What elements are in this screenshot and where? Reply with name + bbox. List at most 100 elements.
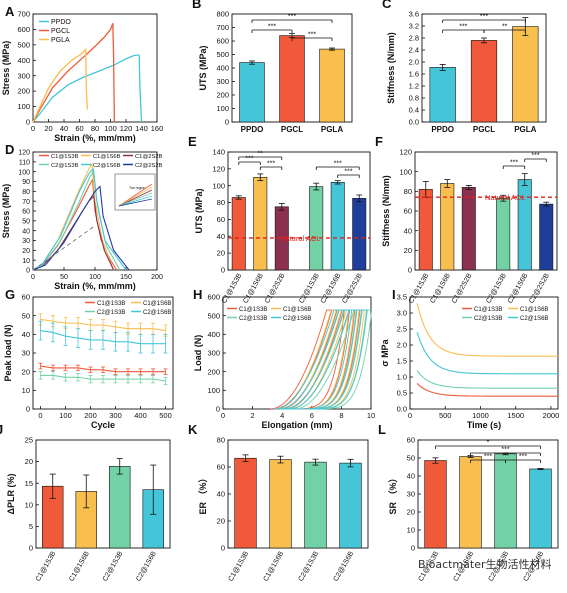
x-category-label: C1@1S3B <box>35 550 58 583</box>
x-category-label: C1@2S2B <box>264 272 287 305</box>
y-axis-label: UTS (MPa) <box>198 45 208 90</box>
x-category-label: C2@1S6B <box>333 550 356 583</box>
y-tick-label: 2.5 <box>397 325 407 334</box>
y-tick-label: 50 <box>22 218 30 225</box>
series-line-c2@1s6b <box>416 332 559 375</box>
x-category-label: PGLA <box>514 125 536 134</box>
bar <box>279 35 305 123</box>
x-tick-label: 1000 <box>472 411 489 420</box>
x-category-label: C1@1S6B <box>263 550 286 583</box>
bar <box>418 189 433 271</box>
y-tick-label: 600 <box>216 37 229 46</box>
bar <box>109 466 131 549</box>
y-tick-label: 600 <box>207 293 220 302</box>
x-category-label: PGLA <box>321 125 343 134</box>
y-tick-label: 0 <box>221 266 225 275</box>
y-tick-label: 100 <box>212 181 225 190</box>
y-tick-label: 80 <box>217 198 225 207</box>
y-tick-label: 20 <box>22 248 30 255</box>
bar <box>352 198 367 271</box>
panel-letter: A <box>5 4 15 19</box>
y-axis-label: Stress (MPa) <box>1 41 11 96</box>
inset-label: Toe region <box>129 186 145 190</box>
y-tick-label: 800 <box>216 10 229 19</box>
panel-b: B 0 100 200 300 400 500 600 700 800 UTS (MPa) PPDO P… <box>192 0 353 134</box>
y-tick-label: 1.5 <box>397 357 407 366</box>
x-tick-label: 1500 <box>507 411 524 420</box>
x-axis-label: Strain (%, mm/mm) <box>54 281 136 291</box>
y-tick-label: 200 <box>207 367 220 376</box>
x-category-label: C2@1S3B <box>298 272 321 305</box>
bar <box>231 197 246 271</box>
y-tick-label: 500 <box>216 50 229 59</box>
y-tick-label: 100 <box>207 386 220 395</box>
x-category-label: C2@2S2B <box>341 272 364 305</box>
x-tick-label: 160 <box>151 124 164 133</box>
x-category-label: PGCL <box>473 125 495 134</box>
y-tick-label: 200 <box>216 91 229 100</box>
panel-letter: G <box>5 287 15 302</box>
y-axis-label: Stiffness (N/mm) <box>386 32 396 104</box>
bar <box>429 67 456 123</box>
y-axis-label: Load (N) <box>193 335 203 372</box>
y-axis-label: σ MPa <box>380 338 390 366</box>
bar <box>539 203 554 271</box>
legend-label: C1@1S6B <box>520 307 548 313</box>
significance-label: *** <box>519 454 527 461</box>
y-tick-label: 15 <box>25 479 33 488</box>
bar <box>461 187 476 271</box>
legend-label: C2@1S3B <box>51 163 79 169</box>
plot-frame <box>409 296 559 410</box>
y-tick-label: 500 <box>207 311 220 320</box>
panel-letter: I <box>392 287 396 302</box>
x-tick-label: 500 <box>439 411 452 420</box>
x-tick-label: 150 <box>120 274 132 281</box>
y-tick-label: 80 <box>404 187 412 196</box>
y-axis-label: UTS (MPa) <box>194 188 204 233</box>
panel-k: K 0 20 40 60 80 ER （%） C1@1S3B C1@1S6B C2@1S3B C2@… <box>188 422 369 583</box>
x-tick-label: 500 <box>159 411 172 420</box>
y-tick-label: 80 <box>217 436 225 445</box>
inset-line <box>118 189 153 207</box>
x-category-label: C1@1S6B <box>68 550 91 583</box>
x-tick-label: 100 <box>89 274 101 281</box>
x-tick-label: 2000 <box>543 411 560 420</box>
x-tick-label: 60 <box>75 124 83 133</box>
panel-letter: D <box>5 142 14 157</box>
bar <box>319 48 345 123</box>
toe-region-guide <box>32 225 96 271</box>
y-tick-label: 0 <box>26 118 30 127</box>
legend-label: C2@1S6B <box>283 316 311 322</box>
legend-label: C2@1S3B <box>474 316 502 322</box>
bar <box>339 462 362 549</box>
y-tick-label: 60 <box>22 293 30 302</box>
y-tick-label: 400 <box>207 330 220 339</box>
y-tick-label: 120 <box>399 148 412 157</box>
y-tick-label: 5 <box>29 522 33 531</box>
x-axis-label: Elongation (mm) <box>262 420 333 430</box>
bar <box>269 459 292 549</box>
panel-letter: J <box>0 422 3 437</box>
bar <box>309 186 324 271</box>
y-tick-label: 10 <box>407 526 415 535</box>
x-tick-label: 400 <box>134 411 147 420</box>
x-tick-label: 200 <box>151 274 163 281</box>
y-tick-label: 0 <box>225 118 229 127</box>
legend-label: C1@2S2B <box>135 154 163 160</box>
y-tick-label: 100 <box>216 104 229 113</box>
y-tick-label: 0.5 <box>397 389 407 398</box>
y-tick-label: 2.0 <box>397 341 407 350</box>
y-tick-label: 0 <box>29 544 33 553</box>
y-tick-label: 20 <box>25 457 33 466</box>
inset-line <box>118 192 153 207</box>
y-tick-label: 20 <box>217 517 225 526</box>
plot-frame <box>35 439 171 549</box>
y-tick-label: 0 <box>221 544 225 553</box>
legend-label: C1@1S3B <box>51 154 79 160</box>
y-tick-label: 50 <box>407 454 415 463</box>
y-tick-label: 0.8 <box>409 94 419 103</box>
legend-label: C1@1S3B <box>97 301 125 307</box>
y-tick-label: 40 <box>22 228 30 235</box>
y-tick-label: 60 <box>407 436 415 445</box>
